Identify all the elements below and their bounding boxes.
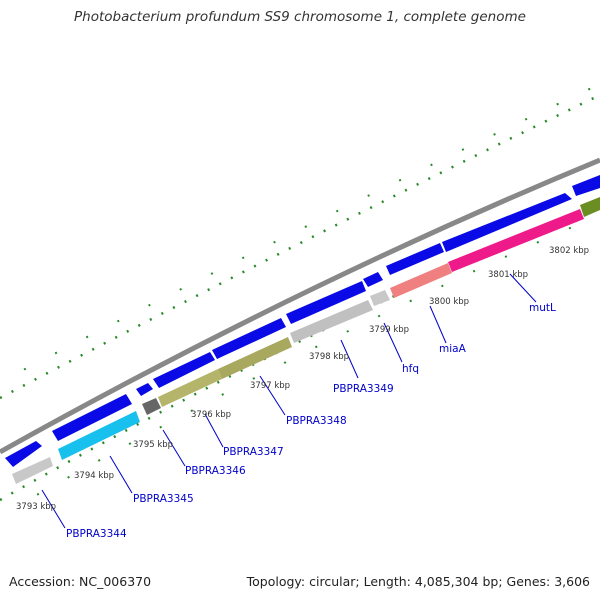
kbp-label: 3800 kbp (429, 297, 469, 307)
gene-arrow[interactable] (386, 243, 444, 275)
kbp-label: 3801 kbp (488, 270, 528, 280)
forward-strand (5, 175, 600, 467)
gene-arrow[interactable] (286, 281, 366, 324)
gene-mutL-bar[interactable] (448, 209, 584, 272)
gene-label-PBPRA3345[interactable]: PBPRA3345 (133, 493, 194, 505)
gene-label-PBPRA3348[interactable]: PBPRA3348 (286, 415, 347, 427)
gene-hfq-bar[interactable] (370, 290, 390, 306)
inner-tick-row (0, 203, 600, 511)
gene-label-PBPRA3349[interactable]: PBPRA3349 (333, 383, 394, 395)
gene-miaA-bar[interactable] (390, 263, 452, 298)
gene-arrow[interactable] (442, 193, 572, 252)
gene-label-hfq[interactable]: hfq (402, 363, 419, 375)
kbp-label: 3797 kbp (250, 381, 290, 391)
gene-arrow[interactable] (572, 175, 600, 196)
gene-PBPRA3348-bar[interactable] (218, 337, 292, 379)
map-title: Photobacterium profundum SS9 chromosome … (74, 9, 526, 25)
gene-label-PBPRA3344[interactable]: PBPRA3344 (66, 528, 127, 540)
gene-labels: PBPRA3344 PBPRA3345 PBPRA3346 PBPRA3347 … (66, 302, 556, 540)
kbp-label: 3795 kbp (133, 440, 173, 450)
gene-arrow[interactable] (5, 441, 42, 467)
kbp-label: 3794 kbp (74, 471, 114, 481)
gene-arrow[interactable] (363, 272, 383, 287)
gene-arrow[interactable] (52, 394, 132, 441)
kbp-label: 3799 kbp (369, 325, 409, 335)
kbp-label: 3798 kbp (309, 352, 349, 362)
gene-label-PBPRA3346[interactable]: PBPRA3346 (185, 465, 246, 477)
gene-PBPRA3344-bar[interactable] (12, 457, 53, 484)
genome-summary: Topology: circular; Length: 4,085,304 bp… (246, 574, 590, 589)
genome-backbone (0, 157, 600, 455)
gene-PBPRA3346-bar[interactable] (142, 398, 161, 415)
reverse-strand (12, 197, 600, 484)
kbp-labels: 3793 kbp 3794 kbp 3795 kbp 3796 kbp 3797… (16, 246, 589, 512)
gene-arrow[interactable] (136, 383, 153, 396)
gene-arrow[interactable] (153, 352, 215, 388)
gene-PBPRA3345-bar[interactable] (58, 411, 140, 460)
kbp-label: 3802 kbp (549, 246, 589, 256)
gene-next-bar[interactable] (580, 197, 600, 217)
kbp-label: 3796 kbp (191, 410, 231, 420)
leader-lines (41, 273, 537, 529)
accession-label: Accession: NC_006370 (9, 574, 152, 589)
kbp-label: 3793 kbp (16, 502, 56, 512)
gene-arrow[interactable] (212, 318, 286, 359)
gene-PBPRA3349-bar[interactable] (290, 300, 373, 343)
gene-label-PBPRA3347[interactable]: PBPRA3347 (223, 446, 284, 458)
gene-label-mutL[interactable]: mutL (529, 302, 556, 314)
gene-label-miaA[interactable]: miaA (439, 343, 467, 355)
gene-PBPRA3347-bar[interactable] (158, 369, 222, 407)
